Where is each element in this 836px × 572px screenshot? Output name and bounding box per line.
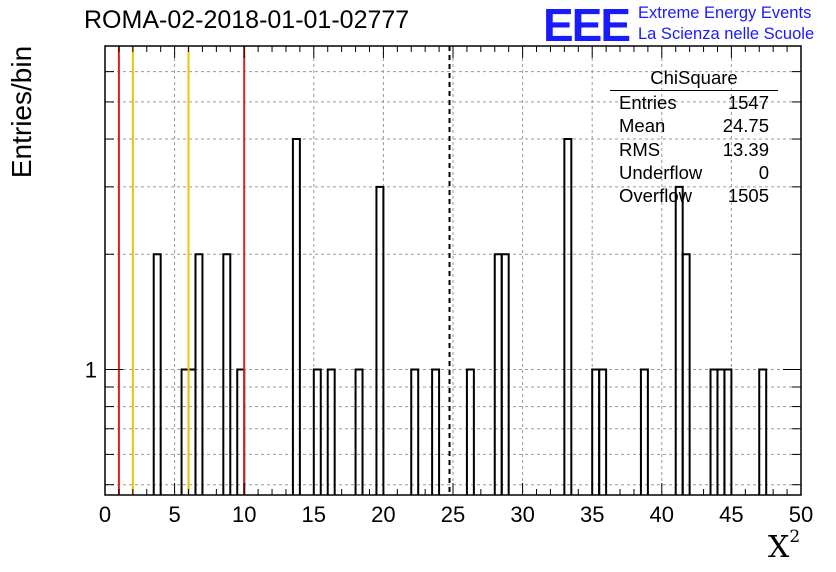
stats-value: 1505 [727, 185, 769, 207]
x-axis-label-base: X [768, 530, 790, 565]
histogram-bin [354, 368, 364, 495]
histogram-bin [598, 368, 608, 495]
histogram-bin [681, 253, 691, 495]
histogram-bin [758, 368, 768, 495]
stats-row-mean: Mean 24.75 [610, 114, 778, 137]
histogram-bin [723, 368, 733, 495]
histogram-bin [180, 368, 190, 495]
histogram-bin [291, 138, 301, 495]
stats-value: 13.39 [722, 138, 769, 160]
stats-row-entries: Entries 1547 [610, 91, 778, 114]
stats-label: Overflow [619, 185, 692, 207]
y-tick-label: 1 [85, 357, 97, 382]
stats-label: Mean [619, 115, 666, 137]
stats-value: 0 [758, 161, 769, 183]
histogram-bin [709, 368, 719, 495]
x-tick-label: 45 [719, 502, 743, 527]
reference-lines [117, 46, 451, 495]
stats-label: RMS [619, 138, 661, 160]
x-tick-label: 25 [441, 502, 465, 527]
histogram-bin [500, 253, 510, 495]
x-tick-label: 35 [580, 502, 604, 527]
stats-label: Underflow [619, 161, 703, 183]
x-tick-label: 10 [232, 502, 256, 527]
histogram-bin [326, 368, 336, 495]
histogram-bin [410, 368, 420, 495]
axes: 0 5 10 15 20 25 30 35 40 45 50 1 [85, 46, 813, 527]
histogram-bin [591, 368, 601, 495]
histogram-bin [312, 368, 322, 495]
x-tick-label: 5 [168, 502, 180, 527]
histogram-bin [152, 253, 162, 495]
histogram-bin [563, 138, 573, 495]
stats-row-rms: RMS 13.39 [610, 138, 778, 161]
stats-row-underflow: Underflow 0 [610, 161, 778, 184]
chart-title: ROMA-02-2018-01-01-02777 [84, 6, 410, 34]
histogram-bin [222, 253, 232, 495]
x-axis-label-superscript: 2 [789, 527, 801, 547]
logo-line-2: La Scienza nelle Scuole [638, 25, 815, 43]
x-axis-label: X2 [768, 527, 801, 565]
histogram-bin [194, 253, 204, 495]
x-tick-label: 0 [99, 502, 111, 527]
x-tick-label: 15 [302, 502, 326, 527]
stats-value: 1547 [727, 92, 769, 113]
histogram-bin [639, 368, 649, 495]
histogram-bin [187, 368, 197, 495]
x-tick-label: 30 [510, 502, 534, 527]
x-tick-label: 40 [650, 502, 674, 527]
grid-lines [105, 46, 801, 495]
histogram-bin [431, 368, 441, 495]
x-tick-label: 20 [371, 502, 395, 527]
histogram-bin [375, 185, 385, 495]
histogram-bin [493, 253, 503, 495]
histogram-bars [152, 138, 768, 495]
stats-row-overflow: Overflow 1505 [610, 184, 778, 207]
logo-line-1: Extreme Energy Events [638, 4, 812, 22]
histogram-bin [465, 368, 475, 495]
stats-box: ChiSquare Entries 1547 Mean 24.75 RMS 13… [610, 66, 778, 207]
x-tick-label: 50 [789, 502, 813, 527]
eee-logo: EEE [543, 0, 631, 51]
histogram-bin [716, 368, 726, 495]
stats-value: 24.75 [722, 115, 769, 137]
histogram-bin [674, 185, 684, 495]
stats-title: ChiSquare [610, 66, 778, 91]
histogram-bin [236, 368, 246, 495]
stats-label: Entries [619, 92, 677, 113]
y-axis-label: Entries/bin [6, 45, 37, 179]
